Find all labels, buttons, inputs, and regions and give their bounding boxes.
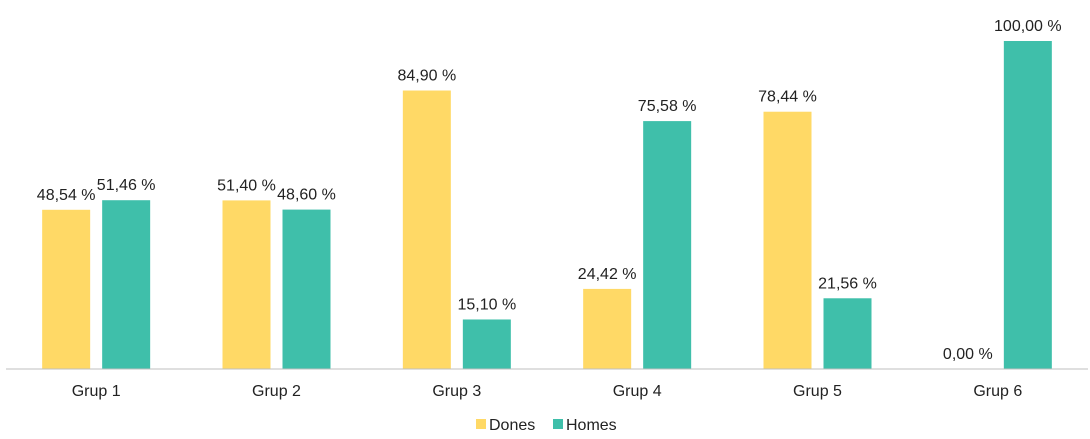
x-tick-label: Grup 4 (613, 383, 662, 400)
legend-swatch-homes (553, 419, 563, 429)
x-tick-label: Grup 2 (252, 383, 301, 400)
value-label-dones-1: 48,54 % (37, 187, 96, 204)
bar-homes-3 (462, 319, 511, 369)
bar-dones-5 (763, 111, 812, 369)
x-tick-label: Grup 3 (432, 383, 481, 400)
value-label-homes-2: 48,60 % (277, 187, 336, 204)
legend-swatch-dones (476, 419, 486, 429)
value-label-dones-3: 84,90 % (397, 68, 456, 85)
bar-homes-4 (643, 121, 692, 370)
bar-homes-6 (1003, 41, 1052, 369)
value-label-homes-6: 100,00 % (994, 18, 1062, 35)
legend: Dones Homes (476, 417, 617, 434)
legend-label-dones: Dones (489, 417, 535, 434)
value-label-homes-1: 51,46 % (97, 177, 156, 194)
bar-dones-2 (222, 200, 271, 369)
bar-dones-3 (402, 90, 451, 369)
value-label-dones-4: 24,42 % (578, 266, 637, 283)
bar-homes-5 (823, 298, 872, 369)
value-label-dones-2: 51,40 % (217, 177, 276, 194)
value-label-homes-4: 75,58 % (638, 98, 697, 115)
x-tick-label: Grup 5 (793, 383, 842, 400)
value-label-homes-3: 15,10 % (457, 296, 516, 313)
x-tick-labels-layer: Grup 1 Grup 2 Grup 3 Grup 4 Grup 5 Grup 6 (72, 383, 1023, 400)
legend-label-homes: Homes (566, 417, 617, 434)
value-label-homes-5: 21,56 % (818, 275, 877, 292)
bars-layer (42, 41, 1052, 370)
bar-dones-4 (583, 288, 632, 369)
x-tick-label: Grup 1 (72, 383, 121, 400)
x-tick-label: Grup 6 (973, 383, 1022, 400)
bar-homes-2 (282, 209, 331, 369)
bar-homes-1 (102, 200, 151, 369)
value-labels-layer: 48,54 %51,46 % 51,40 %48,60 % 84,90 % 15,10… (37, 18, 1062, 363)
value-label-dones-5: 78,44 % (758, 89, 817, 106)
bar-dones-1 (42, 209, 91, 369)
value-label-dones-6: 0,00 % (943, 346, 993, 363)
